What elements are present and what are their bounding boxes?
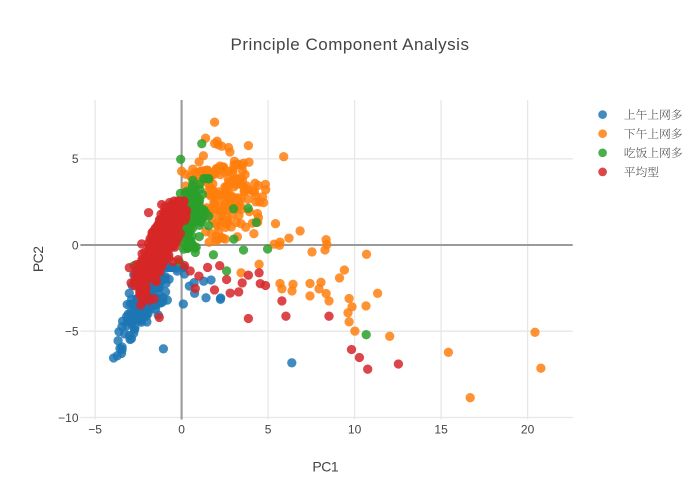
svg-text:−5: −5: [88, 423, 102, 437]
svg-text:5: 5: [72, 152, 79, 166]
svg-text:15: 15: [434, 423, 448, 437]
svg-text:0: 0: [72, 238, 79, 252]
svg-text:5: 5: [265, 423, 272, 437]
svg-text:0: 0: [178, 423, 185, 437]
svg-text:−10: −10: [58, 411, 79, 425]
svg-text:−5: −5: [65, 325, 79, 339]
svg-text:Principle Component Analysis: Principle Component Analysis: [231, 35, 470, 54]
svg-text:20: 20: [521, 423, 535, 437]
svg-text:PC2: PC2: [30, 246, 46, 272]
svg-text:PC1: PC1: [312, 459, 338, 475]
svg-text:10: 10: [348, 423, 362, 437]
